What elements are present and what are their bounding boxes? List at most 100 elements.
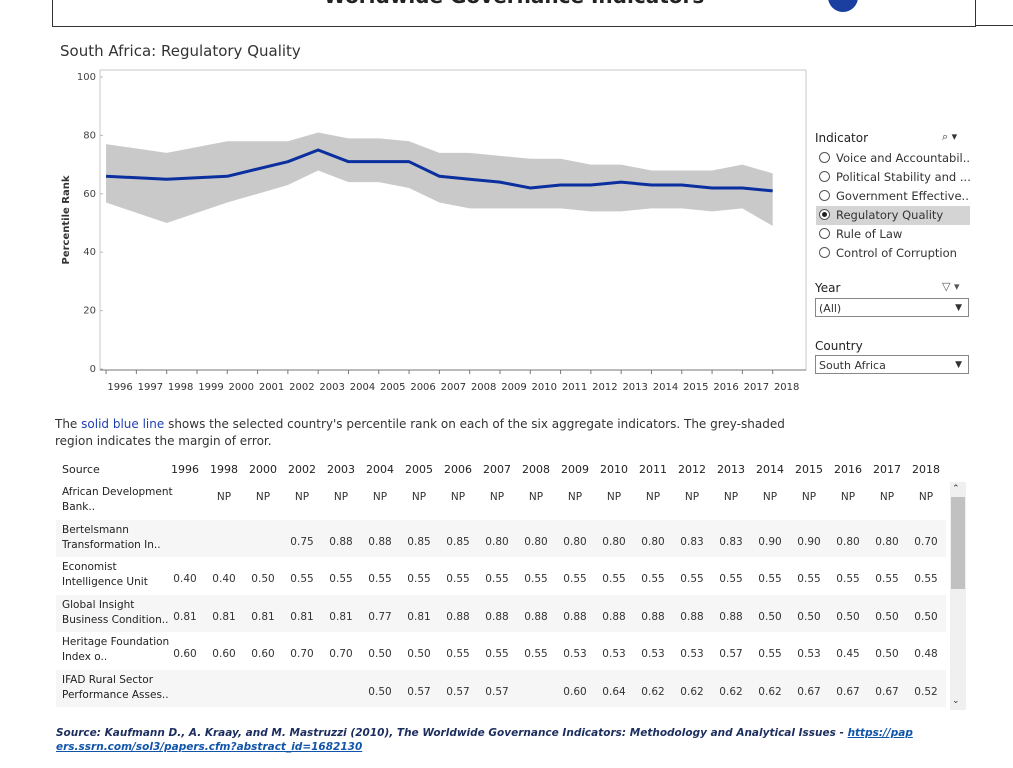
x-tick-label: 1997 [138, 382, 163, 393]
radio-option[interactable]: Rule of Law [816, 225, 970, 244]
table-cell: 0.45 [836, 648, 860, 660]
table-cell: 0.50 [407, 648, 431, 660]
option-label: Voice and Accountabil... [836, 151, 970, 165]
x-tick-label: 1999 [198, 382, 223, 393]
table-cell: 0.55 [563, 573, 587, 585]
source-link[interactable]: https://papers.ssrn.com/sol3/papers.cfm?… [56, 727, 913, 753]
table-cell: 0.88 [446, 610, 470, 623]
table-cell: 0.40 [212, 573, 236, 585]
column-header: 2006 [444, 463, 472, 476]
table-cell: 0.77 [368, 610, 392, 623]
column-header: 2002 [288, 463, 316, 476]
y-tick-label: 80 [83, 130, 96, 141]
radio [819, 247, 830, 258]
option-label: Rule of Law [836, 227, 903, 241]
x-tick-label: 2015 [683, 382, 708, 393]
table-cell: 0.88 [485, 610, 509, 623]
table-cell: 0.88 [329, 535, 353, 548]
table-cell: NP [294, 491, 310, 503]
table-cell: NP [762, 491, 778, 503]
radio-option[interactable]: Government Effective... [816, 187, 970, 206]
search-icon[interactable]: ⌕ ▾ [942, 130, 958, 143]
radio [819, 171, 830, 182]
column-header: 2013 [717, 463, 745, 476]
table-cell: 0.81 [407, 610, 431, 623]
table-cell: NP [411, 491, 427, 503]
column-header: 2004 [366, 463, 394, 476]
table-cell: 0.57 [719, 648, 743, 660]
column-header: 2014 [756, 463, 784, 476]
table-cell: 0.55 [446, 573, 470, 585]
table-cell: 0.55 [485, 573, 509, 585]
option-label: Government Effective... [836, 189, 970, 203]
table-cell: 0.55 [680, 573, 704, 585]
table-row [56, 594, 946, 632]
table-cell: 0.67 [875, 685, 899, 698]
table-cell: 0.81 [329, 610, 353, 623]
scroll-down[interactable]: ⌄ [952, 696, 960, 706]
table-cell: 0.55 [797, 573, 821, 585]
column-header: 2008 [522, 463, 550, 476]
radio [819, 152, 830, 163]
table-cell: 0.57 [446, 685, 470, 698]
chart-title: South Africa: Regulatory Quality [60, 42, 301, 60]
table-cell: NP [255, 491, 271, 503]
table-cell: 0.62 [758, 685, 782, 698]
x-tick-label: 2016 [713, 382, 738, 393]
info-button[interactable] [828, 0, 858, 12]
y-tick-label: 60 [83, 189, 96, 200]
radio [819, 228, 830, 239]
column-header: 2016 [834, 463, 862, 476]
y-axis-label: Percentile Rank [61, 175, 72, 264]
table-cell: NP [801, 491, 817, 503]
table-cell: 0.70 [329, 648, 353, 660]
filter-label: Indicator [815, 131, 869, 145]
table-cell: 0.55 [368, 573, 392, 585]
header-title: Worldwide Governance Indicators [53, 0, 975, 8]
table-cell: 0.90 [797, 535, 821, 548]
table-cell: 0.62 [719, 685, 743, 698]
table-cell: 0.80 [485, 535, 509, 548]
x-tick-label: 2004 [350, 382, 375, 393]
country-dropdown[interactable]: South Africa ▼ [815, 355, 969, 374]
table-cell: 0.80 [524, 535, 548, 548]
note-highlight: solid blue line [81, 417, 165, 431]
table-cell: NP [333, 491, 349, 503]
table-cell: 0.55 [719, 573, 743, 585]
table-cell: 0.55 [290, 573, 314, 585]
radio-option[interactable]: Regulatory Quality [816, 206, 970, 225]
column-header: 2005 [405, 463, 433, 476]
table-cell: NP [372, 491, 388, 503]
table-cell: NP [567, 491, 583, 503]
table-cell: 0.57 [485, 685, 509, 698]
radio-option[interactable]: Political Stability and ... [816, 168, 970, 187]
table-cell: 0.67 [797, 685, 821, 698]
scroll-thumb[interactable] [951, 497, 965, 589]
radio-option[interactable]: Control of Corruption [816, 244, 970, 263]
radio-option[interactable]: Voice and Accountabil... [816, 149, 970, 168]
table-cell: 0.88 [641, 610, 665, 623]
scroll-up[interactable]: ⌃ [952, 484, 960, 494]
table-cell: 0.55 [602, 573, 626, 585]
x-tick-label: 2005 [380, 382, 405, 393]
table-cell: 0.53 [680, 648, 704, 660]
table-cell: 0.88 [680, 610, 704, 623]
year-dropdown[interactable]: (All) ▼ [815, 298, 969, 317]
column-header: 2011 [639, 463, 667, 476]
table-cell: 0.80 [836, 535, 860, 548]
table-cell: 0.55 [407, 573, 431, 585]
table-cell: 0.70 [290, 648, 314, 660]
table-cell: 0.50 [758, 610, 782, 623]
column-header: 2009 [561, 463, 589, 476]
filter-label: Year [815, 281, 841, 295]
table-cell: 0.55 [485, 648, 509, 660]
table-cell: 0.81 [251, 610, 275, 623]
filter-label: Country [815, 339, 863, 353]
table-cell: 0.88 [602, 610, 626, 623]
x-tick-label: 2006 [410, 382, 435, 393]
filter-icon[interactable]: ▽ ▾ [942, 280, 960, 293]
table-cell: 0.55 [329, 573, 353, 585]
column-header: 2007 [483, 463, 511, 476]
table-cell: 0.53 [563, 648, 587, 660]
